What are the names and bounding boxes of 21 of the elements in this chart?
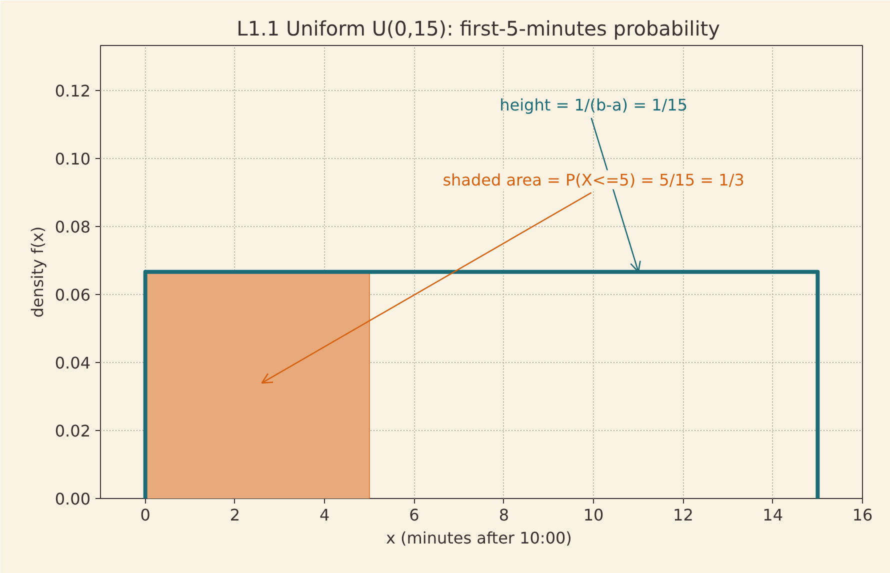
x-tick-label: 6 bbox=[409, 506, 420, 524]
x-tick-label: 12 bbox=[673, 506, 694, 524]
annotation: height = 1/(b-a) = 1/15 bbox=[500, 95, 688, 114]
y-tick-label: 0.12 bbox=[54, 82, 90, 101]
y-tick-label: 0.08 bbox=[54, 218, 90, 237]
x-tick-label: 8 bbox=[498, 506, 510, 524]
x-tick-label: 14 bbox=[762, 506, 784, 524]
x-tick-label: 16 bbox=[852, 506, 873, 524]
x-tick-label: 2 bbox=[230, 506, 240, 524]
y-tick-label: 0.04 bbox=[54, 354, 90, 373]
x-axis-title: x (minutes after 10:00) bbox=[386, 528, 572, 548]
annotation: shaded area = P(X<=5) = 5/15 = 1/3 bbox=[442, 170, 744, 190]
y-axis-title: density f(x) bbox=[28, 226, 47, 318]
y-tick-label: 0.02 bbox=[54, 422, 90, 441]
x-tick-label: 4 bbox=[320, 506, 330, 524]
x-tick-label: 0 bbox=[140, 506, 150, 524]
y-tick-label: 0.00 bbox=[54, 490, 90, 508]
y-tick-label: 0.06 bbox=[54, 286, 90, 305]
chart-title: L1.1 Uniform U(0,15): first-5-minutes probability bbox=[236, 16, 720, 40]
x-tick-label: 10 bbox=[583, 506, 604, 524]
y-tick-label: 0.10 bbox=[54, 150, 90, 169]
